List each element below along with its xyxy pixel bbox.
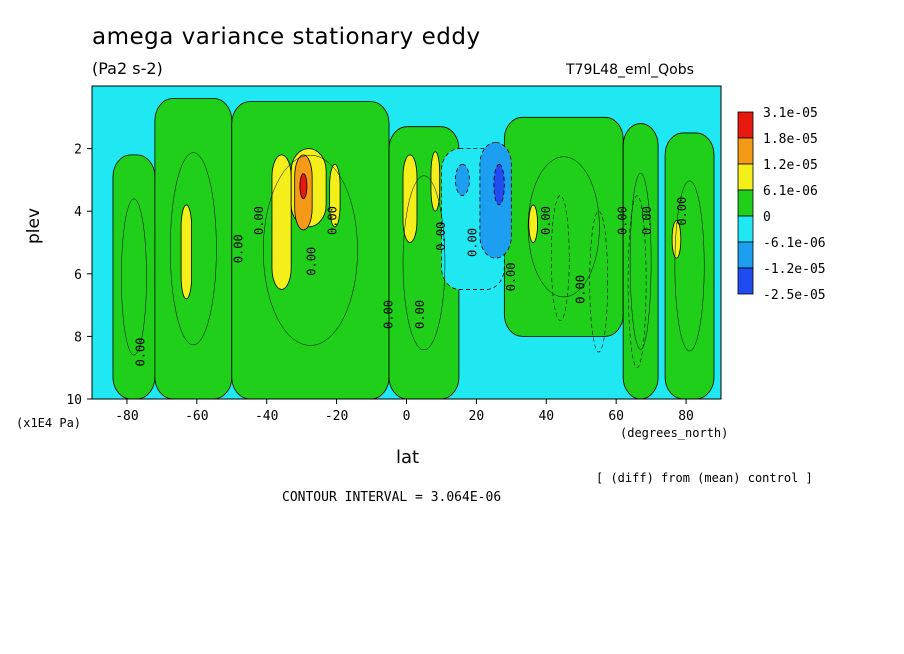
contour-value-label: 0.00 [252, 206, 266, 235]
filled-contour-regions [92, 86, 721, 400]
contour-interval: CONTOUR INTERVAL = 3.064E-06 [282, 490, 502, 505]
contour-value-label: 0.00 [539, 206, 553, 235]
legend-label: -2.5e-05 [763, 288, 826, 303]
legend-label: -1.2e-05 [763, 262, 826, 277]
y-units-label: (x1E4 Pa) [16, 416, 82, 430]
contour-line [674, 180, 705, 352]
y-tick-label: 10 [66, 393, 82, 408]
x-tick-label: 0 [403, 409, 411, 424]
contour-region-pos2 [430, 151, 441, 212]
run-label: T79L48_eml_Qobs [566, 62, 694, 78]
contour-value-label: 0.00 [434, 222, 448, 251]
contour-region-pos1 [622, 123, 659, 400]
contour-value-label: 0.00 [133, 338, 147, 367]
contour-value-label: 0.00 [616, 206, 630, 235]
contour-value-label: 0.00 [326, 206, 340, 235]
contour-value-label: 0.00 [413, 300, 427, 329]
contour-region-pos2 [180, 204, 192, 300]
legend-label: 0 [763, 210, 771, 225]
contour-value-label: 0.00 [675, 197, 689, 226]
units-label: (Pa2 s-2) [92, 59, 163, 78]
y-tick-label: 6 [74, 268, 82, 283]
contour-value-label: 0.00 [640, 206, 654, 235]
contour-line [262, 154, 358, 346]
x-tick-label: -40 [255, 409, 278, 424]
y-tick-label: 4 [74, 205, 82, 220]
diff-note: [ (diff) from (mean) control ] [596, 471, 813, 485]
contour-region-pos1 [154, 98, 233, 400]
contour-value-label: 0.00 [231, 234, 245, 263]
x-tick-label: 60 [608, 409, 624, 424]
contour-region-pos1 [503, 116, 624, 337]
contour-line [629, 172, 652, 350]
contour-region-pos4 [299, 173, 308, 200]
x-tick-label: 80 [678, 409, 694, 424]
contour-region-pos1 [664, 132, 715, 400]
x-tick-label: -80 [115, 409, 138, 424]
y-axis-label: plev [24, 207, 44, 244]
legend-swatch [737, 215, 754, 243]
legend-label: 3.1e-05 [763, 106, 818, 121]
contour-region-neg2 [455, 163, 470, 196]
contour-value-label: 0.00 [504, 262, 518, 291]
contour-labels: 0.00 0.00 0.00 0.00 0.00 0.00 0.00 0.00 0.00 0.00… [133, 197, 689, 367]
axes: -80 -60 -40 -20 0 20 40 60 80 2 4 6 8 10 [66, 143, 694, 424]
legend-swatch [737, 241, 754, 269]
contour-line-negative [589, 210, 608, 353]
x-tick-label: -60 [185, 409, 208, 424]
contour-region-neg3 [493, 163, 505, 206]
contour-line [121, 198, 147, 356]
contour-value-label: 0.00 [465, 228, 479, 257]
legend-swatch [737, 111, 754, 139]
contour-line-negative [627, 195, 647, 368]
contour-region-pos2 [271, 154, 292, 290]
chart-title: amega variance stationary eddy [92, 24, 481, 50]
contour-region-pos2 [671, 220, 682, 259]
x-tick-label: 20 [469, 409, 485, 424]
contour-line [170, 152, 217, 346]
legend-swatch [737, 163, 754, 191]
contour-line [527, 156, 600, 298]
legend-swatch [737, 189, 754, 217]
contour-lines [121, 152, 705, 368]
contour-value-label: 0.00 [382, 300, 396, 329]
x-tick-label: -20 [325, 409, 348, 424]
legend: 3.1e-05 1.8e-05 1.2e-05 6.1e-06 0 -6.1e-06 -1.… [737, 106, 826, 303]
legend-label: 1.2e-05 [763, 158, 818, 173]
y-tick-label: 2 [74, 143, 82, 158]
legend-label: 1.8e-05 [763, 132, 818, 147]
contour-value-label: 0.00 [574, 275, 588, 304]
legend-swatch [737, 267, 754, 295]
contour-line-negative [550, 195, 570, 322]
contour-line [402, 175, 446, 351]
legend-swatch [737, 137, 754, 165]
y-tick-label: 8 [74, 330, 82, 345]
contour-value-label: 0.00 [305, 247, 319, 276]
contour-region-pos2 [329, 163, 341, 228]
x-axis-label: lat [396, 447, 420, 468]
contour-region-pos2 [528, 204, 538, 243]
legend-label: -6.1e-06 [763, 236, 826, 251]
x-tick-label: 40 [538, 409, 554, 424]
legend-label: 6.1e-06 [763, 184, 818, 199]
x-units-label: (degrees_north) [620, 426, 729, 440]
